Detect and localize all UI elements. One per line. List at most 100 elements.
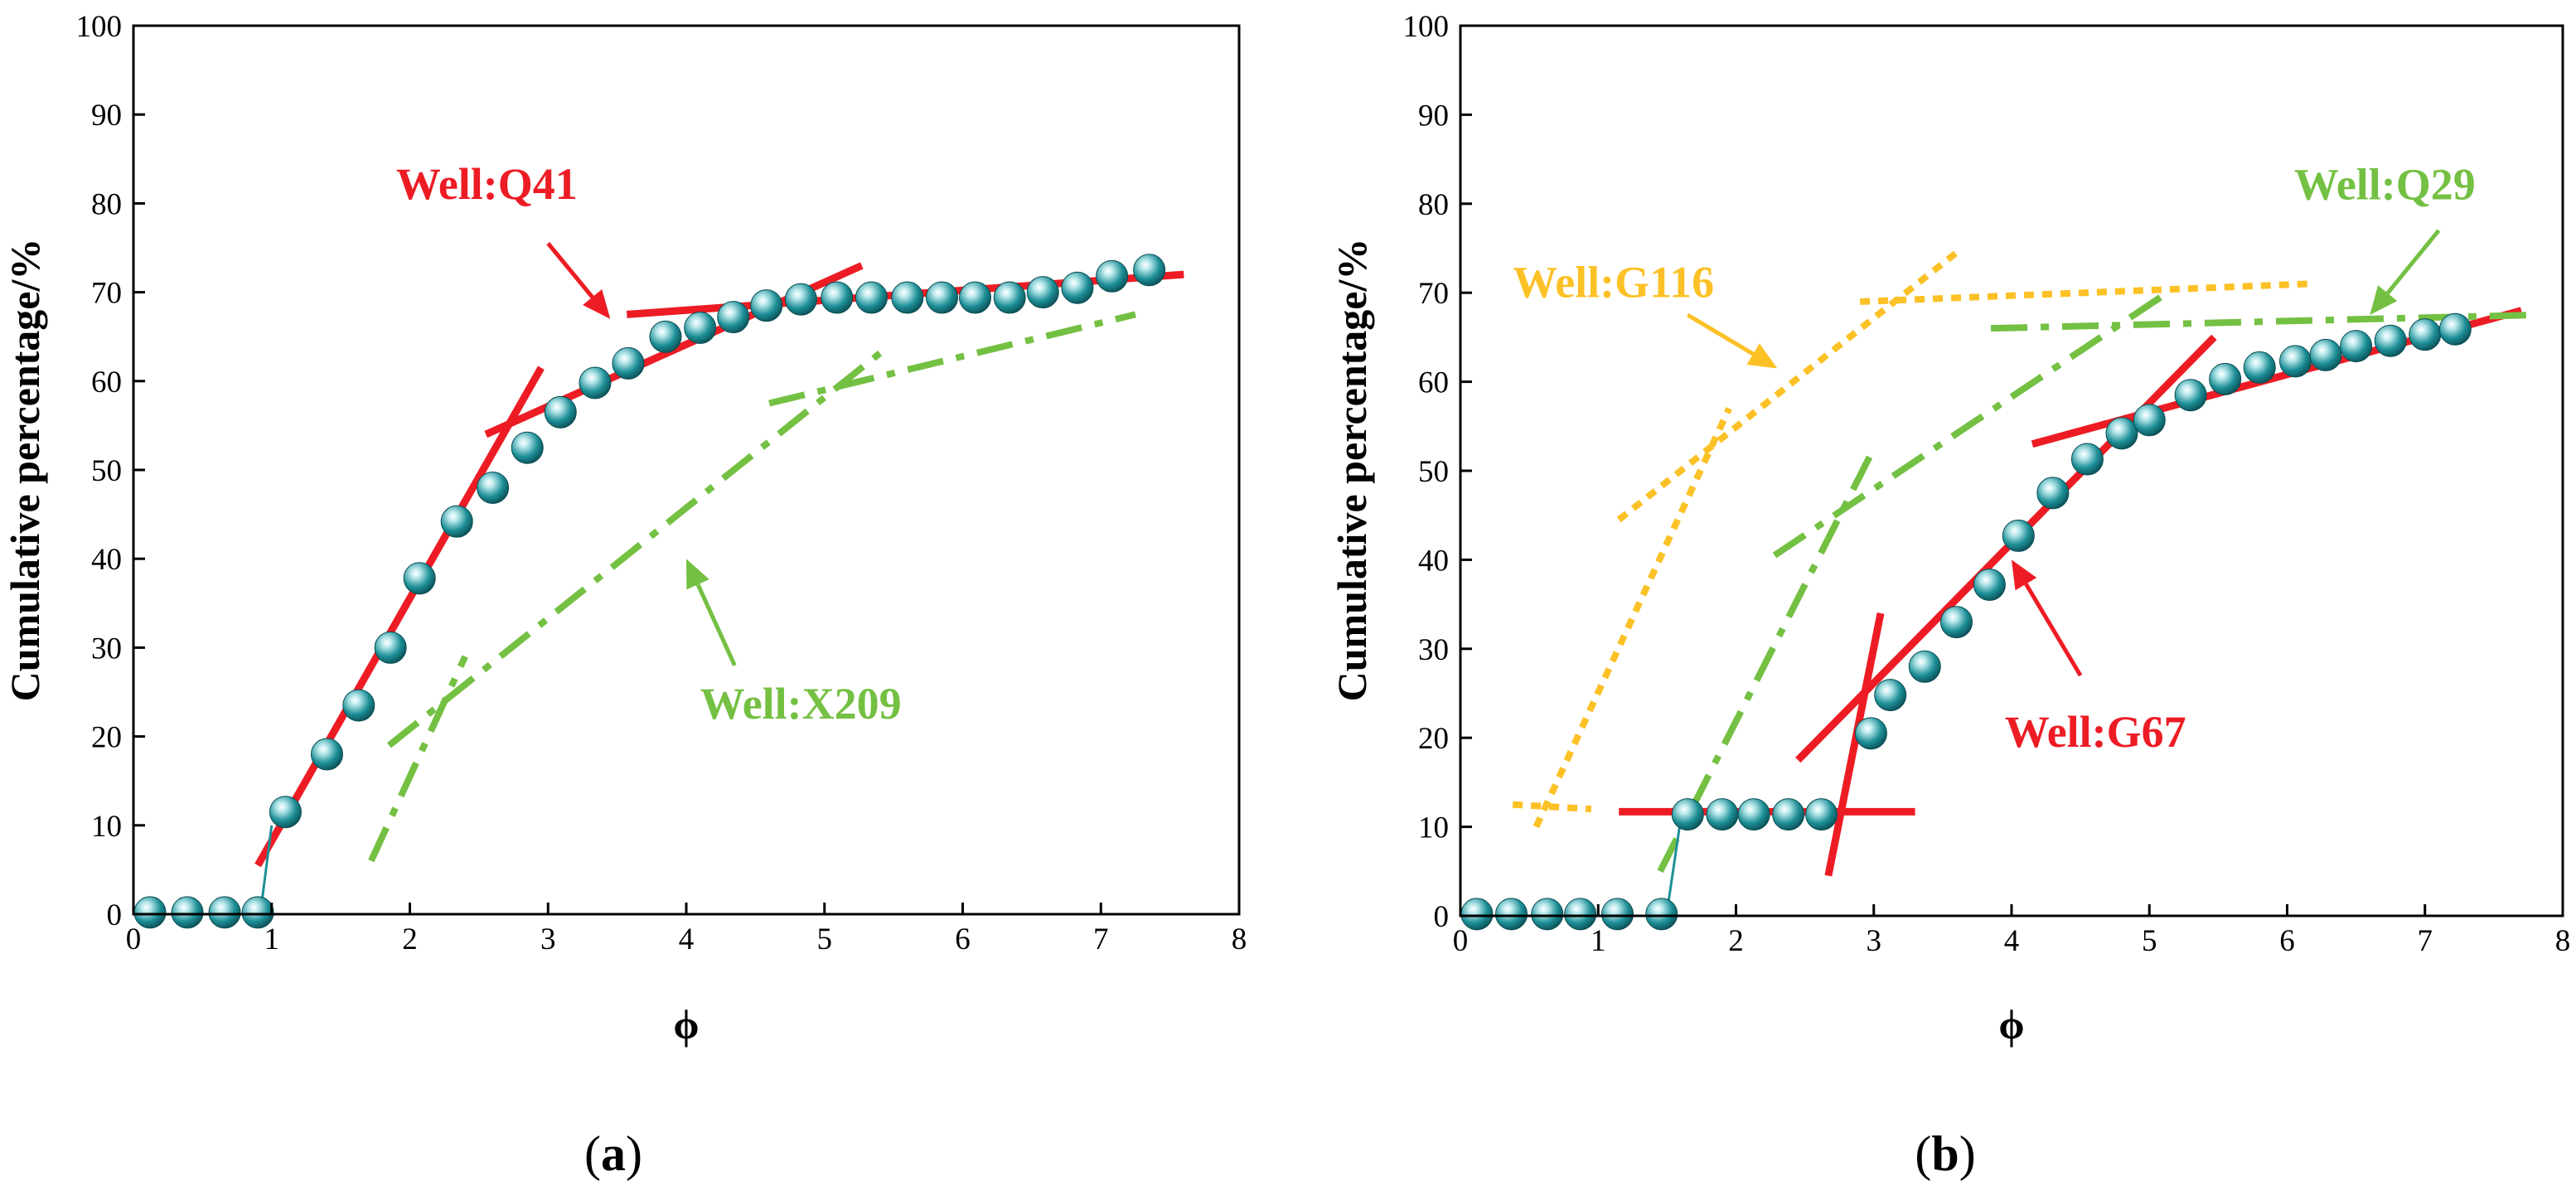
panel-b-fit-line-well-q29 <box>1772 289 2170 559</box>
panel-b-y-axis-label: Cumulative percentage/% <box>1329 239 1375 702</box>
panel-a-x-tick-label: 4 <box>679 922 695 956</box>
panel-b-data-point-well-g67 <box>1973 568 2006 601</box>
panel-a-data-point-well-q41 <box>310 738 343 771</box>
panel-b-y-tick-label: 40 <box>1418 544 1449 578</box>
panel-a-x-tick-label: 6 <box>955 922 971 956</box>
panel-b-arrow-well-g67 <box>2024 583 2083 677</box>
panel-a-data-point-well-q41 <box>269 796 302 829</box>
panel-b-annotation-well-q29: Well:Q29 <box>2294 159 2476 209</box>
panel-a-x-tick-label: 3 <box>540 922 556 956</box>
panel-b-y-tick-label: 30 <box>1418 633 1449 667</box>
panel-b-data-point-well-g67 <box>2036 477 2070 510</box>
panel-a-data-point-well-q41 <box>784 283 817 316</box>
panel-a-x-tick-label: 7 <box>1093 922 1109 956</box>
panel-b-data-point-well-g67 <box>1645 898 1678 931</box>
panel-b-y-tick-label: 80 <box>1418 188 1449 222</box>
panel-a-data-point-well-q41 <box>891 281 924 314</box>
panel-b-data-point-well-g67 <box>1671 798 1704 831</box>
panel-b-data-point-well-g67 <box>1772 798 1805 831</box>
panel-a-data-point-well-q41 <box>579 366 612 399</box>
panel-b-data-point-well-g67 <box>1908 650 1941 683</box>
panel-b-x-tick-label: 2 <box>1728 924 1744 958</box>
panel-a-y-tick-label: 80 <box>91 187 122 221</box>
panel-b-y-tick-label: 20 <box>1418 722 1449 756</box>
panel-b-arrowhead-well-q29 <box>2370 285 2398 316</box>
panel-a-y-tick-label: 20 <box>91 721 122 755</box>
panel-b-y-tick-label: 100 <box>1403 10 1450 44</box>
panel-b-data-point-well-g67 <box>2070 443 2104 476</box>
panel-a-x-tick-label: 2 <box>402 922 418 956</box>
panel-b-x-tick-label: 8 <box>2555 924 2571 958</box>
panel-b-data-point-well-g67 <box>2133 404 2166 437</box>
panel-b-label-close-paren: ) <box>1959 1126 1976 1181</box>
panel-a-data-point-well-q41 <box>544 395 577 428</box>
panel-a-points <box>133 254 1166 929</box>
panel-a-data-point-well-q41 <box>477 471 510 504</box>
panel-b-y-tick-label: 50 <box>1418 455 1449 489</box>
panel-b-data-point-well-g67 <box>1564 898 1597 931</box>
panel-a-y-axis-label: Cumulative percentage/% <box>2 239 48 702</box>
panel-a-data-point-well-q41 <box>1026 276 1059 309</box>
panel-b-annotation-well-g67: Well:G67 <box>2005 707 2186 757</box>
panel-b-fits <box>1512 249 2533 877</box>
panel-a-data-point-well-q41 <box>342 689 375 722</box>
panel-a-data-point-well-q41 <box>1096 259 1129 293</box>
panel-a-arrow-well-x209 <box>695 583 737 666</box>
panel-a-annotations: Well:Q41 Well:X209 <box>396 159 902 729</box>
panel-a-x-tick-label: 5 <box>817 922 833 956</box>
panel-b-fit-line-well-g116 <box>1512 801 1592 813</box>
panel-a-y-tick-label: 40 <box>91 543 122 577</box>
panel-a-fit-line-well-x209 <box>368 655 468 863</box>
panel-a-data-point-well-q41 <box>717 301 750 334</box>
panel-a-label-letter: a <box>601 1126 626 1181</box>
panel-b-label-letter: b <box>1931 1126 1959 1181</box>
panel-b-data-point-well-g67 <box>2278 345 2312 378</box>
panel-b-y-tick-label: 90 <box>1418 99 1449 133</box>
panel-b-data-point-well-g67 <box>2002 519 2035 552</box>
panel-b-data-point-well-g67 <box>1531 898 1564 931</box>
panel-a-arrowhead-well-x209 <box>686 559 709 590</box>
panel-a-fit-line-well-x209 <box>386 342 892 748</box>
panel-b-label-open-paren: ( <box>1915 1126 1931 1181</box>
panel-b-data-point-well-g67 <box>2174 379 2207 412</box>
panel-a-y-tick-label: 10 <box>91 810 122 844</box>
panel-a-data-point-well-q41 <box>403 562 436 595</box>
panel-b-fit-line-well-g116 <box>1533 407 1732 829</box>
panel-a-x-tick-label: 1 <box>264 922 280 956</box>
panel-a-annotation-well-q41: Well:Q41 <box>396 159 578 209</box>
panel-b-data-point-well-g67 <box>2105 417 2138 450</box>
panel-b-arrow-well-q29 <box>2385 229 2441 295</box>
panel-b-x-tick-label: 5 <box>2142 924 2157 958</box>
panel-b-connector-well-g67 <box>1665 817 1683 912</box>
panel-b-x-tick-label: 3 <box>1867 924 1882 958</box>
panel-a-data-point-well-q41 <box>855 281 888 314</box>
panel-a-annotation-well-x209: Well:X209 <box>700 679 902 729</box>
panel-b-data-point-well-g67 <box>2409 318 2442 351</box>
panel-a-y-tick-label: 100 <box>76 10 123 44</box>
panel-b-data-point-well-g67 <box>1495 898 1528 931</box>
panel-b-data-point-well-g67 <box>2438 312 2472 346</box>
panel-a-arrow-well-q41 <box>546 242 594 299</box>
panel-b-data-point-well-g67 <box>1601 898 1634 931</box>
panel-b-data-point-well-g67 <box>1706 798 1739 831</box>
panel-a-data-point-well-q41 <box>374 631 407 664</box>
panel-b-y-tick-label: 60 <box>1418 366 1449 400</box>
panel-a-data-point-well-q41 <box>612 346 645 380</box>
panel-a-arrowhead-well-q41 <box>583 288 611 319</box>
panel-b-label: (b) <box>1915 1126 1975 1181</box>
panel-b-data-point-well-g67 <box>1737 798 1770 831</box>
panel-a-y-tick-label: 30 <box>91 632 122 666</box>
panel-b-data-point-well-g67 <box>2243 351 2276 384</box>
panel-b-x-tick-label: 0 <box>1453 924 1469 958</box>
panel-a-y-tick-label: 50 <box>91 454 122 488</box>
panel-a-data-point-well-q41 <box>925 281 958 314</box>
panel-a-x-tick-label: 0 <box>126 922 142 956</box>
panel-a-data-point-well-q41 <box>241 896 274 929</box>
panel-a-data-point-well-q41 <box>750 289 783 322</box>
panel-a-data-point-well-q41 <box>959 281 992 314</box>
panel-a-plot-frame <box>132 24 1241 916</box>
panel-b-x-tick-label: 6 <box>2279 924 2295 958</box>
